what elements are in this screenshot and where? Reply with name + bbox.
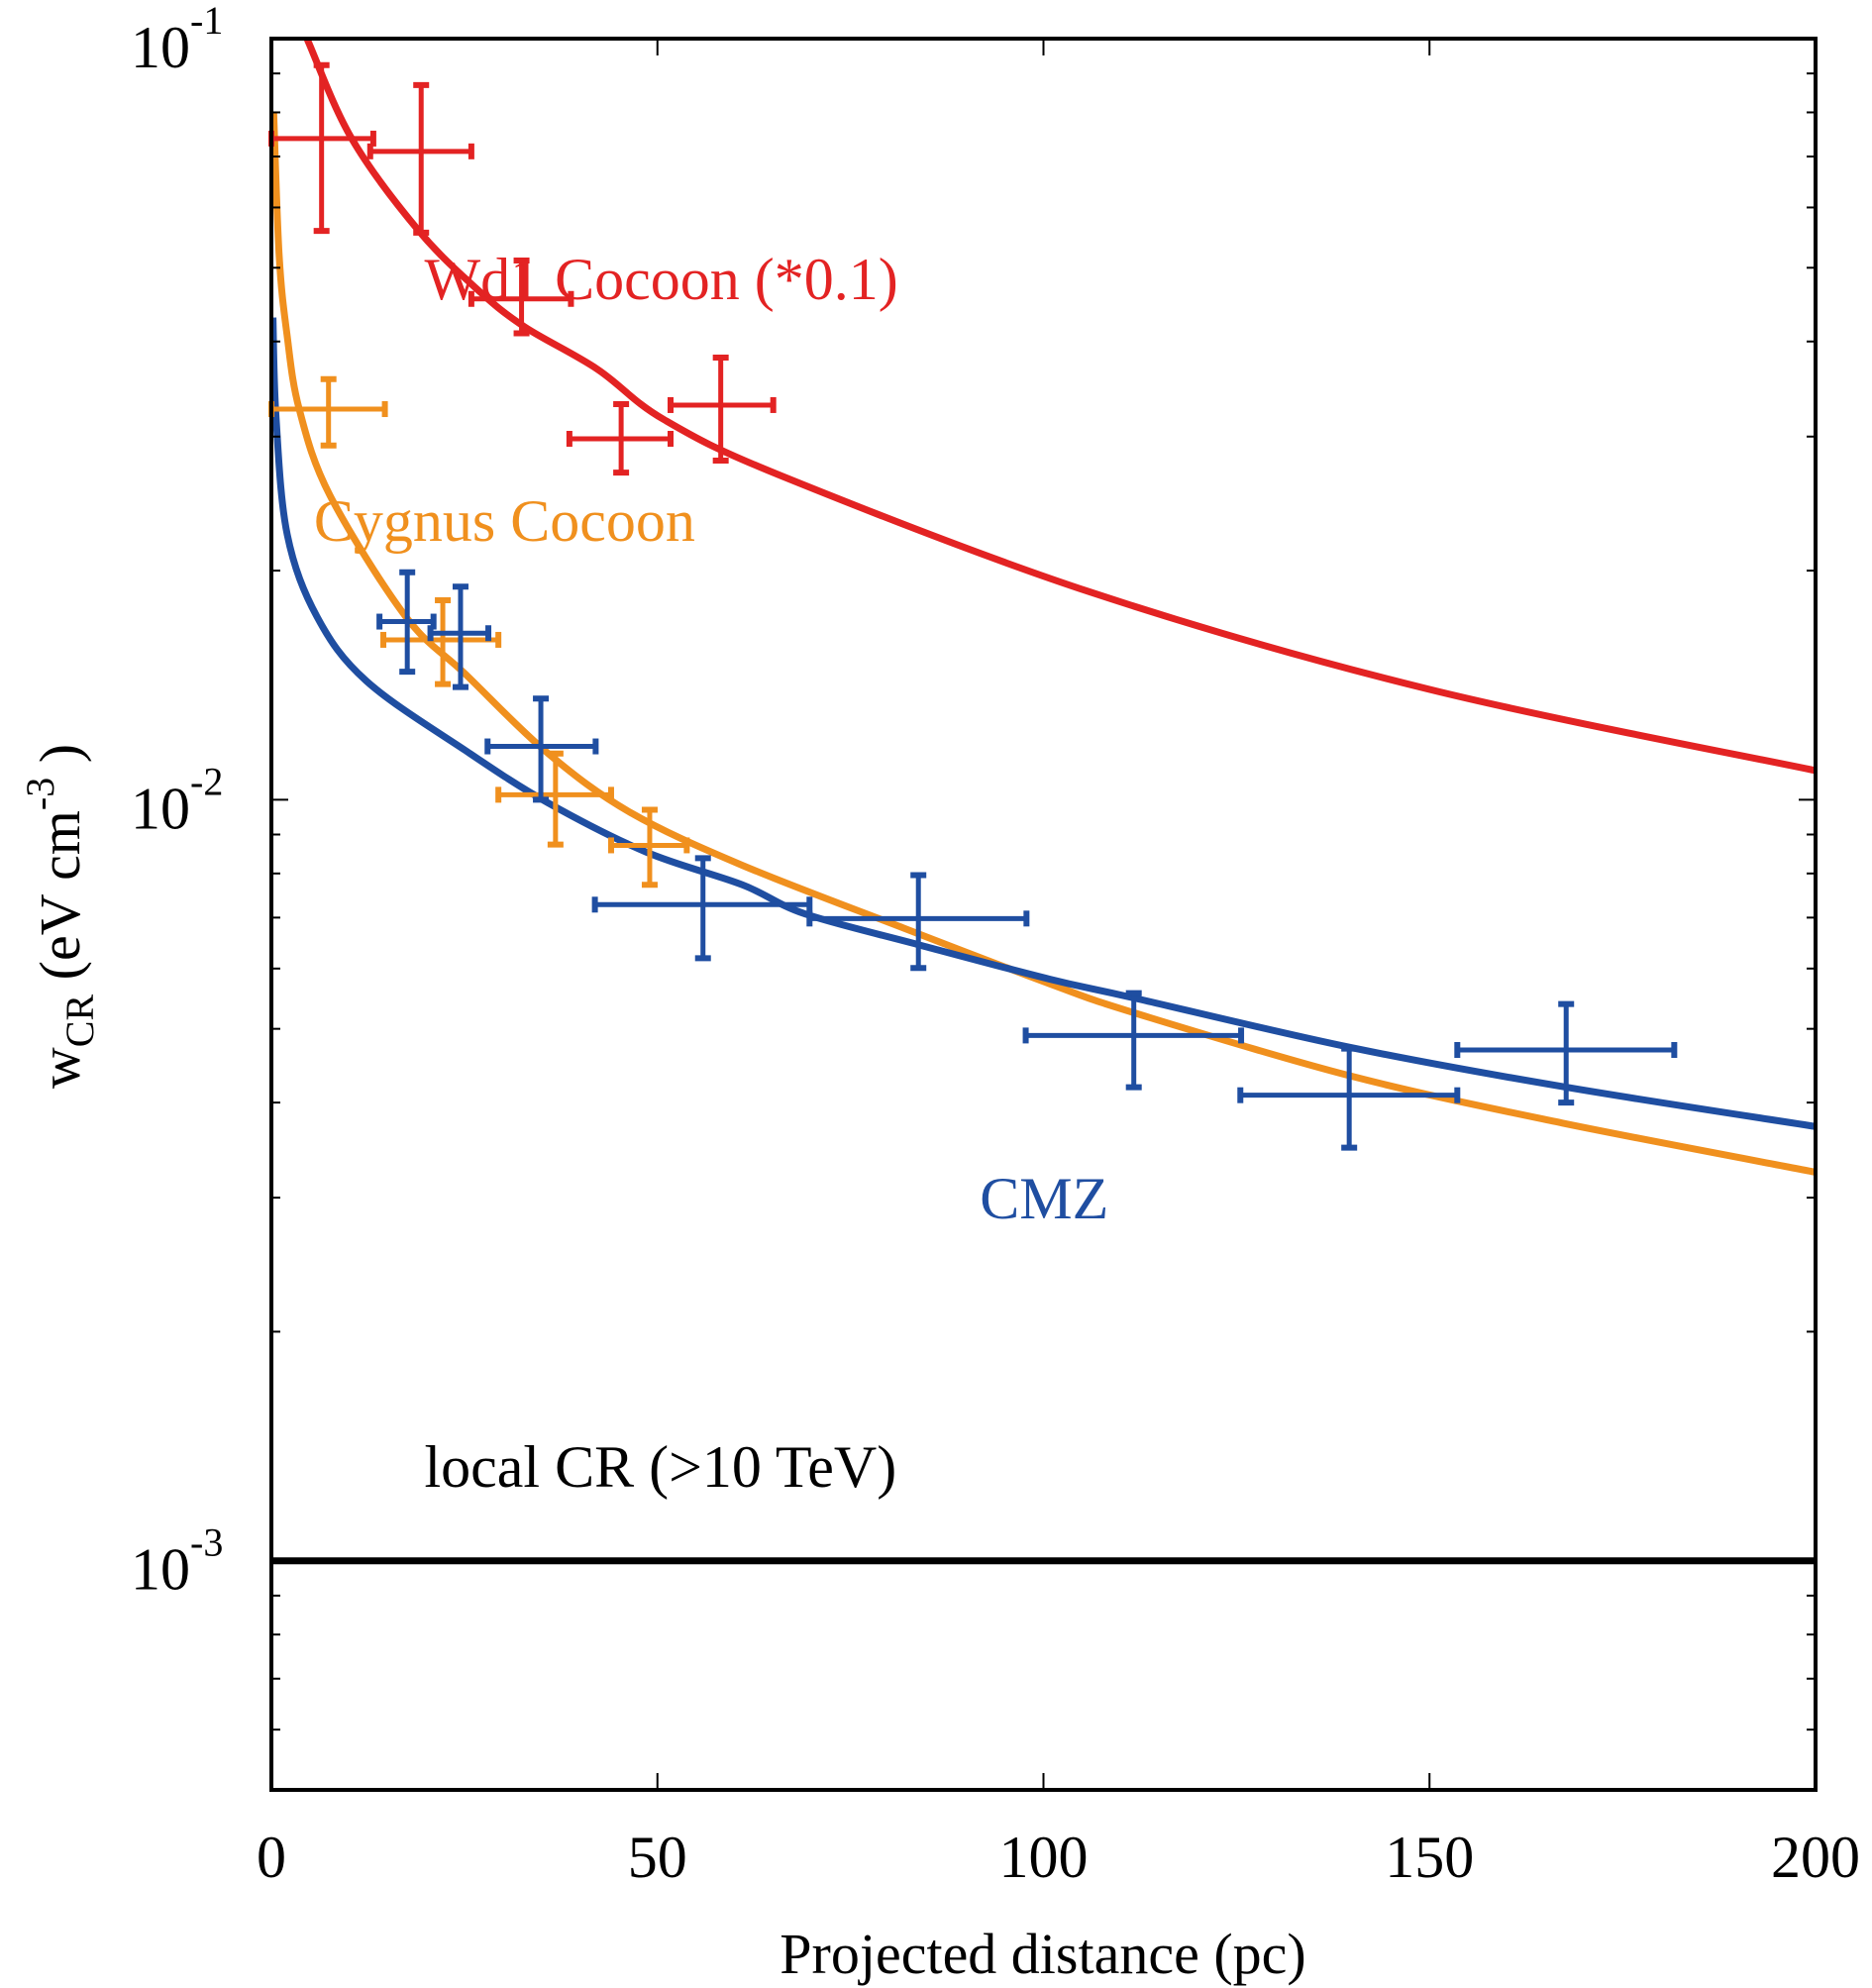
annotation-cygnus: Cygnus Cocoon: [314, 488, 695, 554]
data-point-cmz: [1454, 1000, 1678, 1106]
annotation-wd1: Wd1 Cocoon (*0.1): [425, 247, 898, 312]
y-tick-label-exponent: -2: [190, 759, 223, 803]
y-axis-label: wCR (eV cm-3 ): [18, 744, 102, 1089]
x-axis-label: Projected distance (pc): [780, 1922, 1305, 1986]
data-point-wd1-cocoon-0-1: [566, 400, 675, 476]
data-point-wd1-cocoon-0-1: [668, 354, 777, 464]
y-axis-label-sub: CR: [57, 994, 102, 1048]
x-tick-label: 0: [257, 1825, 286, 1890]
y-axis-label-unit: (eV cm: [28, 810, 92, 994]
axis-ticks: [271, 38, 1816, 1791]
data-point-cygnus-cocoon: [268, 375, 388, 449]
annotation-local: local CR (>10 TeV): [424, 1434, 896, 1500]
data-point-cmz: [806, 872, 1030, 972]
y-axis-label-main: w: [28, 1047, 92, 1089]
x-tick-label: 150: [1385, 1825, 1474, 1890]
data-point-wd1-cocoon-0-1: [366, 81, 474, 236]
data-point-cygnus-cocoon: [607, 806, 690, 889]
x-tick-label: 50: [628, 1825, 687, 1890]
data-point-cmz: [427, 583, 492, 690]
y-tick-label: 10: [131, 15, 190, 80]
data-points: [268, 61, 1678, 1151]
data-point-cmz: [484, 695, 599, 803]
annotations: Wd1 Cocoon (*0.1) Cygnus Cocoon CMZ local C…: [314, 247, 1108, 1500]
annotation-cmz: CMZ: [980, 1166, 1108, 1231]
y-tick-label-base: 10: [131, 1537, 190, 1603]
x-tick-label: 100: [999, 1825, 1089, 1890]
y-tick-label-base: 10: [131, 15, 190, 80]
data-point-cmz: [591, 855, 813, 962]
y-tick-label-base: 10: [131, 776, 190, 841]
x-tick-label: 200: [1771, 1825, 1860, 1890]
data-point-cmz: [376, 569, 437, 676]
y-tick-label: 10: [131, 776, 190, 841]
data-point-cmz: [1237, 1045, 1461, 1151]
y-tick-label: 10: [131, 1537, 190, 1603]
y-tick-label-exponent: -1: [190, 0, 223, 43]
model-curves: [271, 39, 1816, 1176]
y-axis-label-sup: -3: [18, 778, 62, 810]
data-point-cygnus-cocoon: [380, 597, 502, 687]
data-point-wd1-cocoon-0-1: [468, 258, 574, 337]
data-point-cygnus-cocoon: [495, 750, 614, 848]
data-point-cmz: [1022, 990, 1245, 1091]
model-curve-wd1-cocoon-0-1: [303, 39, 1816, 775]
y-axis-label-close: ): [28, 744, 92, 778]
y-tick-label-exponent: -3: [190, 1520, 223, 1565]
